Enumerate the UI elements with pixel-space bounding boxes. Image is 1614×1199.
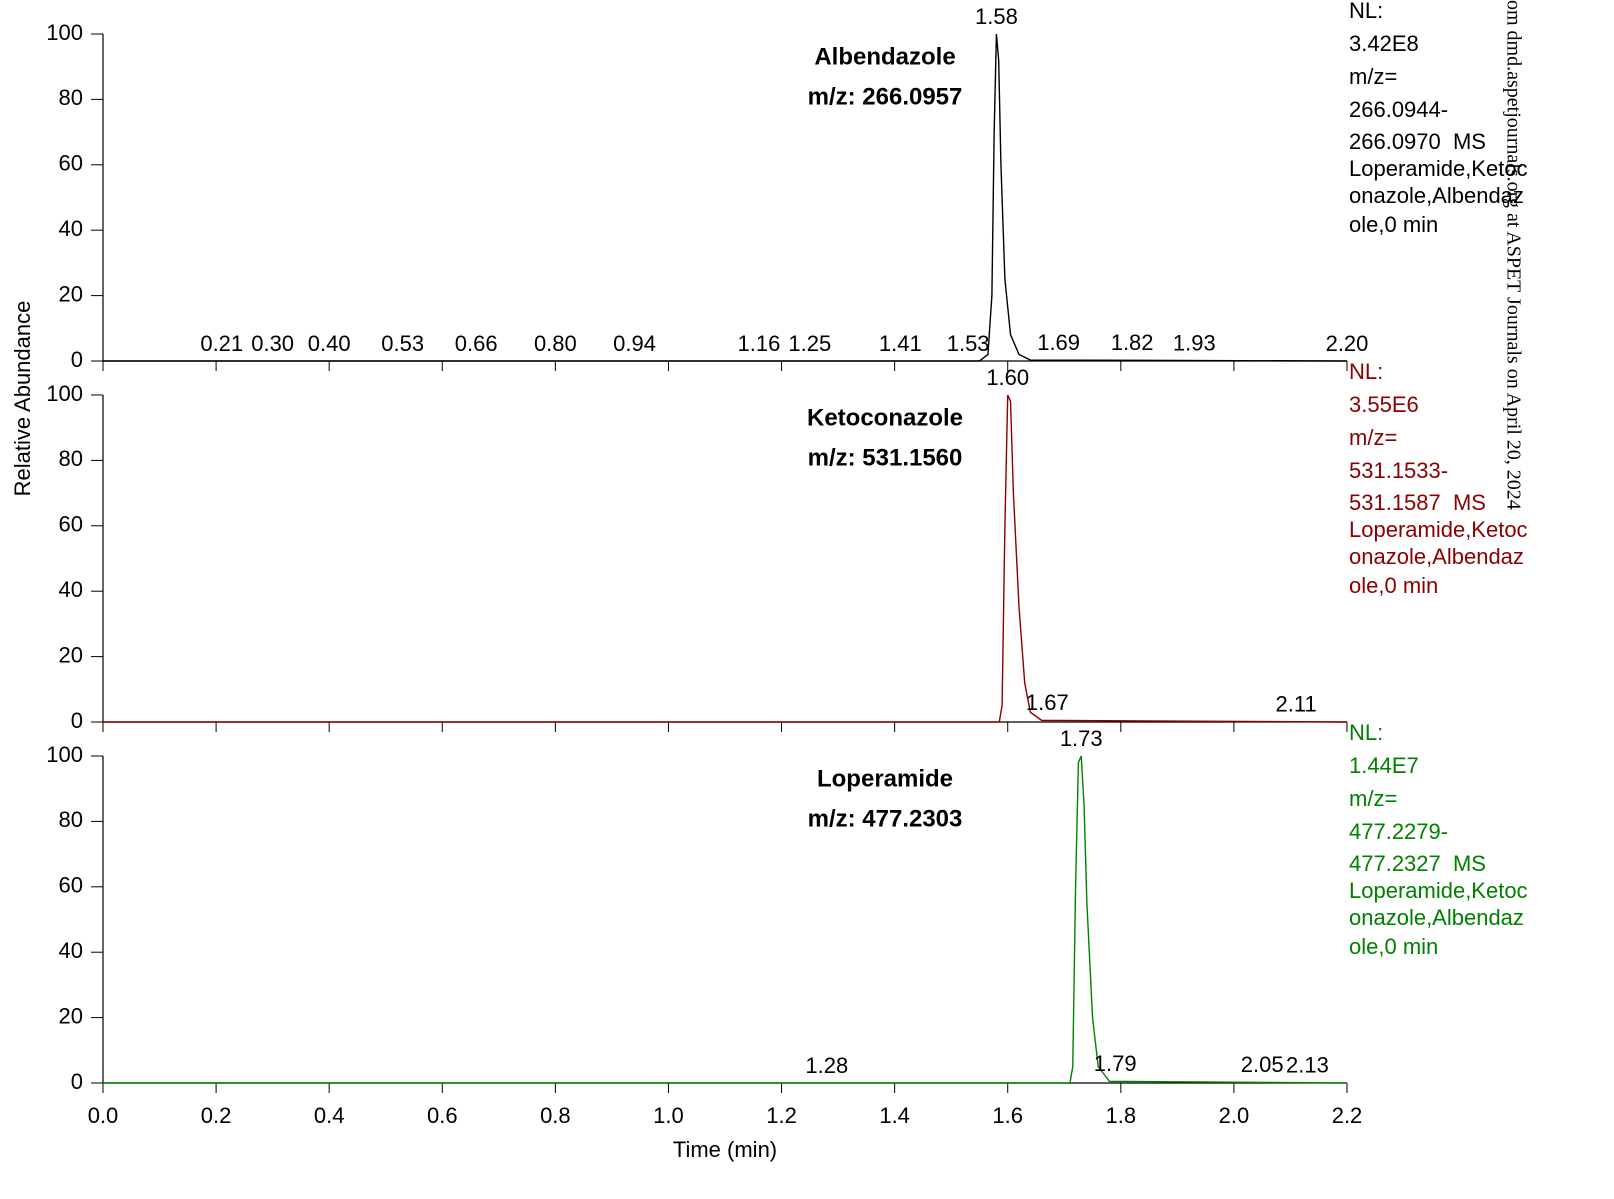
trace: [103, 33, 1348, 362]
peak-label: 1.58: [975, 4, 1018, 29]
x-tick-label: 1.6: [992, 1103, 1023, 1128]
peak-label: 1.53: [947, 331, 990, 356]
nl-text: 531.1533-: [1349, 458, 1448, 483]
nl-text: 1.44E7: [1349, 753, 1419, 778]
y-tick-label: 80: [59, 85, 83, 110]
peak-label: 0.53: [381, 331, 424, 356]
peak-label: 1.60: [986, 365, 1029, 390]
compound-name: Loperamide: [817, 765, 953, 792]
nl-text: m/z=: [1349, 425, 1397, 450]
nl-text: 3.55E6: [1349, 392, 1419, 417]
peak-label: 0.30: [251, 331, 294, 356]
compound-mz: m/z: 266.0957: [808, 83, 963, 110]
y-tick-label: 80: [59, 446, 83, 471]
y-tick-label: 60: [59, 151, 83, 176]
nl-text: ole,0 min: [1349, 934, 1438, 959]
x-tick-label: 1.8: [1106, 1103, 1137, 1128]
peak-label: 2.13: [1286, 1053, 1329, 1078]
x-tick-label: 1.4: [879, 1103, 910, 1128]
nl-text: Loperamide,Ketoc: [1349, 156, 1528, 181]
peak-label: 2.20: [1326, 331, 1369, 356]
y-tick-label: 20: [59, 642, 83, 667]
compound-mz: m/z: 531.1560: [808, 444, 963, 471]
y-tick-label: 0: [71, 1069, 83, 1094]
nl-text: 477.2327 MS: [1349, 851, 1486, 876]
peak-label: 0.80: [534, 331, 577, 356]
nl-text: m/z=: [1349, 786, 1397, 811]
peak-label: 1.28: [805, 1053, 848, 1078]
x-tick-label: 1.2: [766, 1103, 797, 1128]
y-tick-label: 20: [59, 1003, 83, 1028]
x-tick-label: 0.6: [427, 1103, 458, 1128]
y-tick-label: 100: [46, 20, 83, 45]
y-tick-label: 0: [71, 708, 83, 733]
peak-label: 1.93: [1173, 330, 1216, 355]
y-tick-label: 0: [71, 347, 83, 372]
x-tick-label: 0.8: [540, 1103, 571, 1128]
x-tick-label: 1.0: [653, 1103, 684, 1128]
nl-text: ole,0 min: [1349, 573, 1438, 598]
x-tick-label: 2.0: [1219, 1103, 1250, 1128]
peak-label: 0.21: [200, 331, 243, 356]
y-tick-label: 20: [59, 281, 83, 306]
nl-text: onazole,Albendaz: [1349, 544, 1524, 569]
y-tick-label: 40: [59, 938, 83, 963]
peak-label: 1.25: [788, 331, 831, 356]
peak-label: 0.40: [308, 331, 351, 356]
compound-mz: m/z: 477.2303: [808, 805, 963, 832]
x-tick-label: 2.2: [1332, 1103, 1363, 1128]
peak-label: 1.16: [738, 331, 781, 356]
peak-label: 0.66: [455, 331, 498, 356]
nl-text: m/z=: [1349, 64, 1397, 89]
y-tick-label: 40: [59, 577, 83, 602]
peak-label: 2.11: [1276, 692, 1317, 717]
trace: [103, 394, 1348, 723]
compound-name: Ketoconazole: [807, 404, 963, 431]
trace: [103, 755, 1348, 1084]
y-tick-label: 80: [59, 807, 83, 832]
nl-text: 266.0970 MS: [1349, 129, 1486, 154]
nl-text: 531.1587 MS: [1349, 490, 1486, 515]
watermark: om dmd.aspetjournals.org at ASPET Journa…: [1502, 0, 1524, 510]
y-tick-label: 100: [46, 381, 83, 406]
y-tick-label: 60: [59, 873, 83, 898]
y-axis-label: Relative Abundance: [10, 301, 35, 497]
nl-text: onazole,Albendaz: [1349, 183, 1524, 208]
x-tick-label: 0.0: [88, 1103, 119, 1128]
nl-text: 3.42E8: [1349, 31, 1419, 56]
peak-label: 1.73: [1060, 726, 1103, 751]
x-tick-label: 0.2: [201, 1103, 232, 1128]
nl-text: ole,0 min: [1349, 212, 1438, 237]
nl-text: 266.0944-: [1349, 97, 1448, 122]
peak-label: 1.67: [1026, 690, 1069, 715]
nl-text: Loperamide,Ketoc: [1349, 878, 1528, 903]
peak-label: 0.94: [613, 331, 656, 356]
x-axis-label: Time (min): [673, 1137, 777, 1162]
x-tick-label: 0.4: [314, 1103, 345, 1128]
peak-label: 1.41: [879, 331, 922, 356]
nl-text: NL:: [1349, 359, 1383, 384]
nl-text: Loperamide,Ketoc: [1349, 517, 1528, 542]
y-tick-label: 60: [59, 512, 83, 537]
nl-text: onazole,Albendaz: [1349, 905, 1524, 930]
peak-label: 1.82: [1111, 330, 1154, 355]
compound-name: Albendazole: [814, 43, 955, 70]
peak-label: 1.69: [1037, 330, 1080, 355]
peak-label: 1.79: [1094, 1051, 1137, 1076]
peak-label: 2.05: [1241, 1052, 1284, 1077]
nl-text: 477.2279-: [1349, 819, 1448, 844]
nl-text: NL:: [1349, 720, 1383, 745]
y-tick-label: 100: [46, 742, 83, 767]
y-tick-label: 40: [59, 216, 83, 241]
nl-text: NL:: [1349, 0, 1383, 23]
